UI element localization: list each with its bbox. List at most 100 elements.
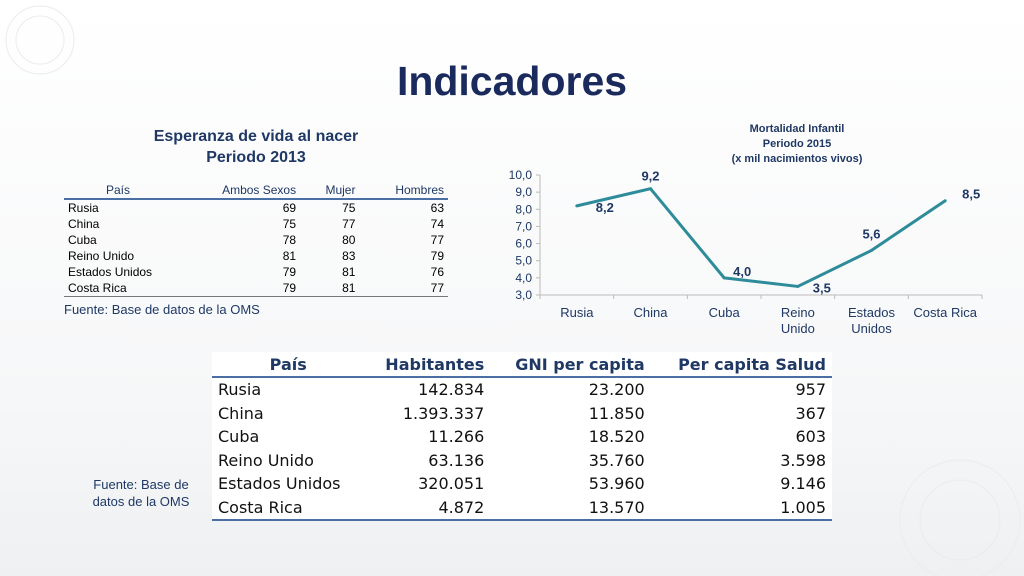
economy-cell: 53.960 <box>490 472 651 496</box>
y-tick-label: 8,0 <box>515 202 532 216</box>
life-expectancy-cell: 75 <box>282 217 297 231</box>
economy-cell: 4.872 <box>364 495 491 521</box>
x-tick-label: Reino <box>781 305 815 320</box>
data-point <box>722 276 726 280</box>
life-expectancy-header-0: País <box>64 182 172 200</box>
x-tick-label: Costa Rica <box>913 305 977 320</box>
life-expectancy-cell: 79 <box>282 265 297 279</box>
economy-row: Costa Rica 4.872 13.570 1.005 <box>212 495 832 521</box>
life-expectancy-cell: 81 <box>300 280 360 297</box>
data-label: 8,5 <box>962 187 980 202</box>
chart-title: Mortalidad Infantil <box>749 123 845 135</box>
life-expectancy-row: Costa Rica 79 81 77 <box>64 280 448 297</box>
economy-row: Rusia 142.834 23.200 957 <box>212 377 832 402</box>
data-label: 8,2 <box>596 200 614 215</box>
life-expectancy-cell: 83 <box>342 249 356 263</box>
economy-cell: Cuba <box>212 425 365 449</box>
data-label: 3,5 <box>813 280 831 295</box>
life-expectancy-cell: 77 <box>359 280 448 297</box>
x-tick-label: Estados <box>848 305 895 320</box>
economy-cell: 35.760 <box>490 448 651 472</box>
economy-cell: 63.136 <box>364 448 491 472</box>
economy-row: Reino Unido 63.136 35.760 3.598 <box>212 448 832 472</box>
life-expectancy-cell: 81 <box>282 249 297 263</box>
y-tick-label: 7,0 <box>515 219 532 233</box>
life-expectancy-title-line2: Periodo 2013 <box>206 149 306 166</box>
economy-cell: 9.146 <box>650 472 832 496</box>
x-tick-label: Cuba <box>709 305 741 320</box>
life-expectancy-row: Cuba 78 80 77 <box>64 232 448 248</box>
economy-cell: 23.200 <box>490 377 651 402</box>
economy-cell: 142.834 <box>364 377 491 402</box>
economy-cell: 11.850 <box>490 401 651 425</box>
economy-row: Cuba 11.266 18.520 603 <box>212 425 832 449</box>
life-expectancy-source: Fuente: Base de datos de la OMS <box>64 302 260 317</box>
data-point <box>575 204 579 208</box>
data-point <box>943 199 947 203</box>
life-expectancy-title: Esperanza de vida al nacer Periodo 2013 <box>128 126 384 168</box>
life-expectancy-cell: 75 <box>342 201 356 215</box>
series-line <box>576 187 947 288</box>
economy-header-3: Per capita Salud <box>650 352 832 378</box>
life-expectancy-header-1: Ambos Sexos <box>172 182 301 200</box>
life-expectancy-header-3: Hombres <box>359 182 448 200</box>
life-expectancy-cell: 81 <box>342 265 356 279</box>
economy-header-2: GNI per capita <box>490 352 651 378</box>
economy-cell: 18.520 <box>490 425 651 449</box>
chart-subtitle-1: Periodo 2015 <box>762 138 832 150</box>
economy-source: Fuente: Base de datos de la OMS <box>78 476 204 510</box>
life-expectancy-row: Estados Unidos 79 81 76 <box>64 264 448 280</box>
y-tick-label: 10,0 <box>509 168 533 182</box>
life-expectancy-row: Rusia 69 75 63 <box>64 199 448 216</box>
economy-cell: 11.266 <box>364 425 491 449</box>
economy-cell: 3.598 <box>650 448 832 472</box>
life-expectancy-cell: Reino Unido <box>68 249 135 263</box>
data-point <box>870 248 873 252</box>
y-tick-label: 9,0 <box>515 185 532 199</box>
data-label: 9,2 <box>641 169 659 184</box>
x-tick-label: Rusia <box>560 305 594 320</box>
economy-cell: Rusia <box>212 377 365 402</box>
life-expectancy-row: China 75 77 74 <box>64 216 448 232</box>
life-expectancy-cell: 63 <box>430 201 444 215</box>
life-expectancy-cell: 77 <box>342 217 356 231</box>
life-expectancy-title-line1: Esperanza de vida al nacer <box>153 128 359 145</box>
x-tick-label: China <box>634 305 669 320</box>
x-tick-label: Unidos <box>851 321 892 336</box>
economy-source-line2: datos de la OMS <box>92 494 190 509</box>
life-expectancy-cell: 79 <box>172 280 301 297</box>
life-expectancy-table: País Ambos Sexos Mujer Hombres Rusia 69 75 63 C… <box>64 182 448 297</box>
economy-cell: Reino Unido <box>212 448 365 472</box>
economy-cell: 957 <box>650 377 832 402</box>
economy-cell: 320.051 <box>364 472 491 496</box>
life-expectancy-cell: Estados Unidos <box>68 265 153 279</box>
x-tick-label: Unido <box>781 321 815 336</box>
economy-row: Estados Unidos 320.051 53.960 9.146 <box>212 472 832 496</box>
life-expectancy-cell: 79 <box>430 249 444 263</box>
life-expectancy-cell: Costa Rica <box>64 280 172 297</box>
economy-table: País Habitantes GNI per capita Per capita S… <box>212 352 832 521</box>
data-point <box>649 187 652 191</box>
economy-cell: Costa Rica <box>212 495 365 521</box>
data-label: 5,6 <box>862 226 880 241</box>
infant-mortality-chart: 3,0 4,0 5,0 6,0 7,0 8,0 9,0 10,0 Rusia China Cuba R… <box>509 168 983 336</box>
life-expectancy-cell: Rusia <box>68 201 99 215</box>
life-expectancy-cell: 69 <box>282 201 297 215</box>
chart-title-block: Mortalidad Infantil Periodo 2015 (x mil … <box>690 122 904 167</box>
economy-cell: China <box>212 401 365 425</box>
economy-cell: 1.005 <box>650 495 832 521</box>
y-tick-label: 5,0 <box>515 254 532 268</box>
economy-cell: 367 <box>650 401 832 425</box>
life-expectancy-row: Reino Unido 81 83 79 <box>64 248 448 264</box>
economy-cell: 13.570 <box>490 495 651 521</box>
economy-source-line1: Fuente: Base de <box>93 477 189 492</box>
economy-header-0: País <box>212 352 365 378</box>
y-tick-label: 4,0 <box>515 271 532 285</box>
life-expectancy-cell: 76 <box>430 265 444 279</box>
life-expectancy-cell: 78 <box>282 233 297 247</box>
economy-cell: Estados Unidos <box>212 472 365 496</box>
life-expectancy-header-2: Mujer <box>300 182 360 200</box>
chart-subtitle-2: (x mil nacimientos vivos) <box>731 153 863 165</box>
life-expectancy-cell: 77 <box>430 233 444 247</box>
